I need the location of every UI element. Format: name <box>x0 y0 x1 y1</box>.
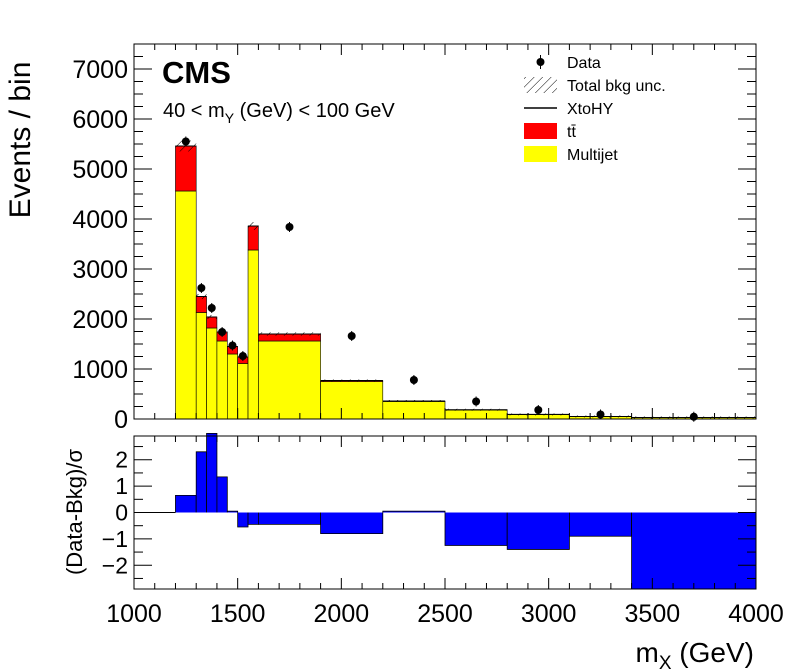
bar-multijet-4 <box>227 353 238 420</box>
xtick-label-3500: 3500 <box>625 600 681 628</box>
data-point-10 <box>534 406 543 414</box>
bar-multijet-6 <box>247 249 259 420</box>
bar-ttbar-0 <box>175 145 197 192</box>
ratio-bar-1 <box>196 451 207 513</box>
main-ytick-label-2000: 2000 <box>72 306 128 334</box>
ratio-plot-border <box>133 435 757 590</box>
main-panel: 0 1000 2000 3000 4000 5000 6000 7000 CMS 40 < m… <box>4 43 757 434</box>
legend-unc-swatch <box>524 77 557 93</box>
ratio-bar-5 <box>237 512 249 528</box>
main-y-axis-label: Events / bin <box>4 62 37 219</box>
legend-label-4: Multijet <box>567 147 618 164</box>
bar-multijet-2 <box>206 327 218 420</box>
data-point-9 <box>472 397 481 406</box>
ratio-bar-7 <box>258 512 321 525</box>
ratio-ytick-label-0: 0 <box>115 500 128 526</box>
main-stacked-bars <box>175 145 757 420</box>
main-y-ticks: 0 1000 2000 3000 4000 5000 6000 7000 <box>72 43 756 434</box>
legend-swatch-3 <box>524 123 557 139</box>
ratio-bar-3 <box>216 476 228 513</box>
main-ytick-label-7000: 7000 <box>72 56 128 84</box>
ratio-bar-10 <box>445 512 508 546</box>
ratio-ytick-label-m1: −1 <box>102 526 128 552</box>
cms-label: CMS <box>162 55 231 90</box>
main-ytick-label-6000: 6000 <box>72 106 128 134</box>
data-point-5 <box>238 352 247 360</box>
bar-multijet-7 <box>258 340 321 420</box>
ratio-bar-11 <box>507 512 570 550</box>
data-point-3 <box>218 328 227 336</box>
legend-label-3: tt̄ <box>567 124 576 141</box>
bar-multijet-10 <box>444 409 508 420</box>
ratio-ytick-label-1: 1 <box>115 473 128 499</box>
xtick-label-4000: 4000 <box>728 600 784 628</box>
ratio-bar-outline-2 <box>206 432 218 513</box>
main-plot-border <box>133 43 757 420</box>
ratio-ytick-label-m2: −2 <box>102 552 128 578</box>
main-ytick-label-3000: 3000 <box>72 256 128 284</box>
ratio-bar-8 <box>320 512 383 534</box>
main-x-ticks <box>133 44 757 419</box>
xtick-label-2000: 2000 <box>314 600 370 628</box>
bar-multijet-9 <box>382 401 446 420</box>
ratio-y-axis-label: (Data-Bkg)/σ <box>62 449 87 575</box>
bar-multijet-5 <box>237 363 249 420</box>
data-point-0 <box>181 137 190 146</box>
ratio-bar-6 <box>248 512 259 525</box>
ratio-x-ticks: 1000 1500 2000 2500 3000 3500 4000 <box>106 436 784 628</box>
legend-label-0: Data <box>567 55 601 72</box>
data-point-8 <box>409 376 418 384</box>
ratio-bar-outline-4 <box>226 510 239 513</box>
xtick-label-3000: 3000 <box>521 600 577 628</box>
mass-window-subtitle: 40 < mY (GeV) < 100 GeV <box>163 100 395 126</box>
ratio-bar-9 <box>382 511 445 513</box>
main-ytick-label-5000: 5000 <box>72 156 128 184</box>
data-point-7 <box>347 332 356 340</box>
main-ytick-label-1000: 1000 <box>72 356 128 384</box>
legend-data-marker <box>536 58 545 66</box>
data-point-6 <box>285 223 294 231</box>
data-point-1 <box>197 284 206 292</box>
legend-label-2: XtoHY <box>567 101 614 118</box>
xtick-label-2500: 2500 <box>417 600 473 628</box>
main-ytick-label-4000: 4000 <box>72 206 128 234</box>
ratio-bar-0 <box>175 495 197 513</box>
x-axis-label: mX (GeV) <box>636 637 754 672</box>
ratio-bar-4 <box>227 511 238 513</box>
data-point-11 <box>596 410 605 419</box>
ratio-bar-outline-3 <box>216 476 228 513</box>
data-point-2 <box>207 304 216 312</box>
legend: Data Total bkg unc. XtoHY tt̄ Multijet <box>524 55 666 164</box>
ratio-bars <box>134 432 757 590</box>
legend-label-1: Total bkg unc. <box>567 78 666 95</box>
bar-multijet-1 <box>195 312 207 420</box>
ratio-ytick-label-2: 2 <box>115 447 128 473</box>
ratio-bar-2 <box>206 433 217 513</box>
bar-multijet-8 <box>320 381 384 420</box>
xtick-label-1000: 1000 <box>106 600 162 628</box>
bar-multijet-0 <box>175 190 197 420</box>
data-point-4 <box>228 341 237 350</box>
ratio-bar-13 <box>631 512 756 589</box>
ratio-bar-12 <box>569 512 632 537</box>
legend-swatch-4 <box>524 146 557 162</box>
ratio-bar-outline-9 <box>382 510 446 513</box>
ratio-bar-outline-8 <box>320 512 384 535</box>
main-ytick-label-0: 0 <box>114 406 128 434</box>
bar-multijet-3 <box>216 340 228 420</box>
xtick-label-1500: 1500 <box>210 600 266 628</box>
data-points <box>181 136 698 422</box>
